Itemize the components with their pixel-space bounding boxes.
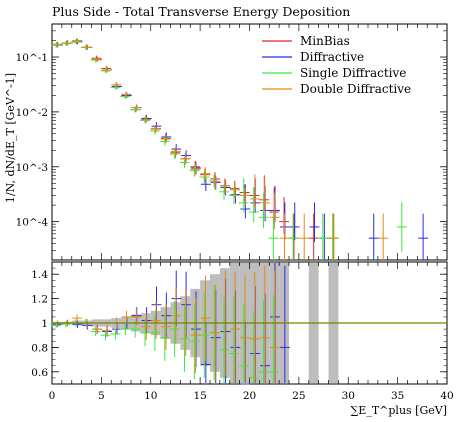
- ratio-y-tick-label: 1.4: [31, 269, 48, 281]
- x-tick-label: 20: [243, 390, 256, 402]
- x-axis-label: ∑E_T^plus [GeV]: [350, 404, 447, 417]
- main-y-tick-label: 10^-2: [16, 107, 48, 119]
- main-y-tick-label: 10^-3: [16, 162, 48, 174]
- main-series: [51, 37, 429, 260]
- x-tick-labels: 0 5 10 15 20 25 30 35 40: [49, 390, 454, 402]
- main-y-ticks: 10^-1 10^-2 10^-3 10^-4: [16, 23, 447, 261]
- y-axis-label-text: 1/N, dN/dE_T [GeV^-1]: [4, 73, 17, 203]
- ratio-panel: 1.4 1.2 1 0.8 0.6: [31, 261, 448, 385]
- y-axis-label: 1/N, dN/dE_T [GeV^-1]: [4, 73, 17, 203]
- legend: MinBias Diffractive Single Diffractive Doub…: [262, 34, 411, 96]
- legend-entry: Double Diffractive: [300, 82, 411, 96]
- series-double-diffractive: [52, 37, 389, 260]
- legend-entry: Diffractive: [300, 50, 364, 64]
- main-y-tick-label: 10^-4: [16, 217, 49, 229]
- ratio-y-tick-label: 1.2: [31, 294, 48, 306]
- x-tick-label: 10: [144, 390, 157, 402]
- main-y-tick-label: 10^-1: [16, 52, 48, 64]
- x-tick-label: 25: [292, 390, 305, 402]
- x-tick-label: 30: [342, 390, 355, 402]
- ratio-series-double-diffractive: [52, 265, 280, 383]
- ratio-y-tick-label: 0.6: [31, 367, 48, 379]
- main-panel-frame: [51, 23, 448, 261]
- main-panel: 10^-1 10^-2 10^-3 10^-4: [16, 23, 448, 261]
- legend-entry: MinBias: [300, 34, 350, 48]
- x-tick-label: 15: [193, 390, 206, 402]
- ratio-series-single-diffractive: [51, 285, 279, 383]
- x-tick-label: 35: [391, 390, 404, 402]
- chart-title: Plus Side - Total Transverse Energy Depo…: [52, 4, 350, 19]
- x-tick-label: 0: [49, 390, 56, 402]
- ratio-x-ticks: [51, 262, 448, 384]
- main-x-ticks: [51, 24, 448, 260]
- legend-entry: Single Diffractive: [300, 66, 406, 80]
- x-tick-label: 5: [98, 390, 105, 402]
- ratio-y-tick-label: 1: [41, 318, 48, 330]
- x-tick-label: 40: [440, 390, 453, 402]
- ratio-y-tick-label: 0.8: [31, 342, 48, 354]
- ratio-y-ticks: 1.4 1.2 1 0.8 0.6: [31, 261, 447, 385]
